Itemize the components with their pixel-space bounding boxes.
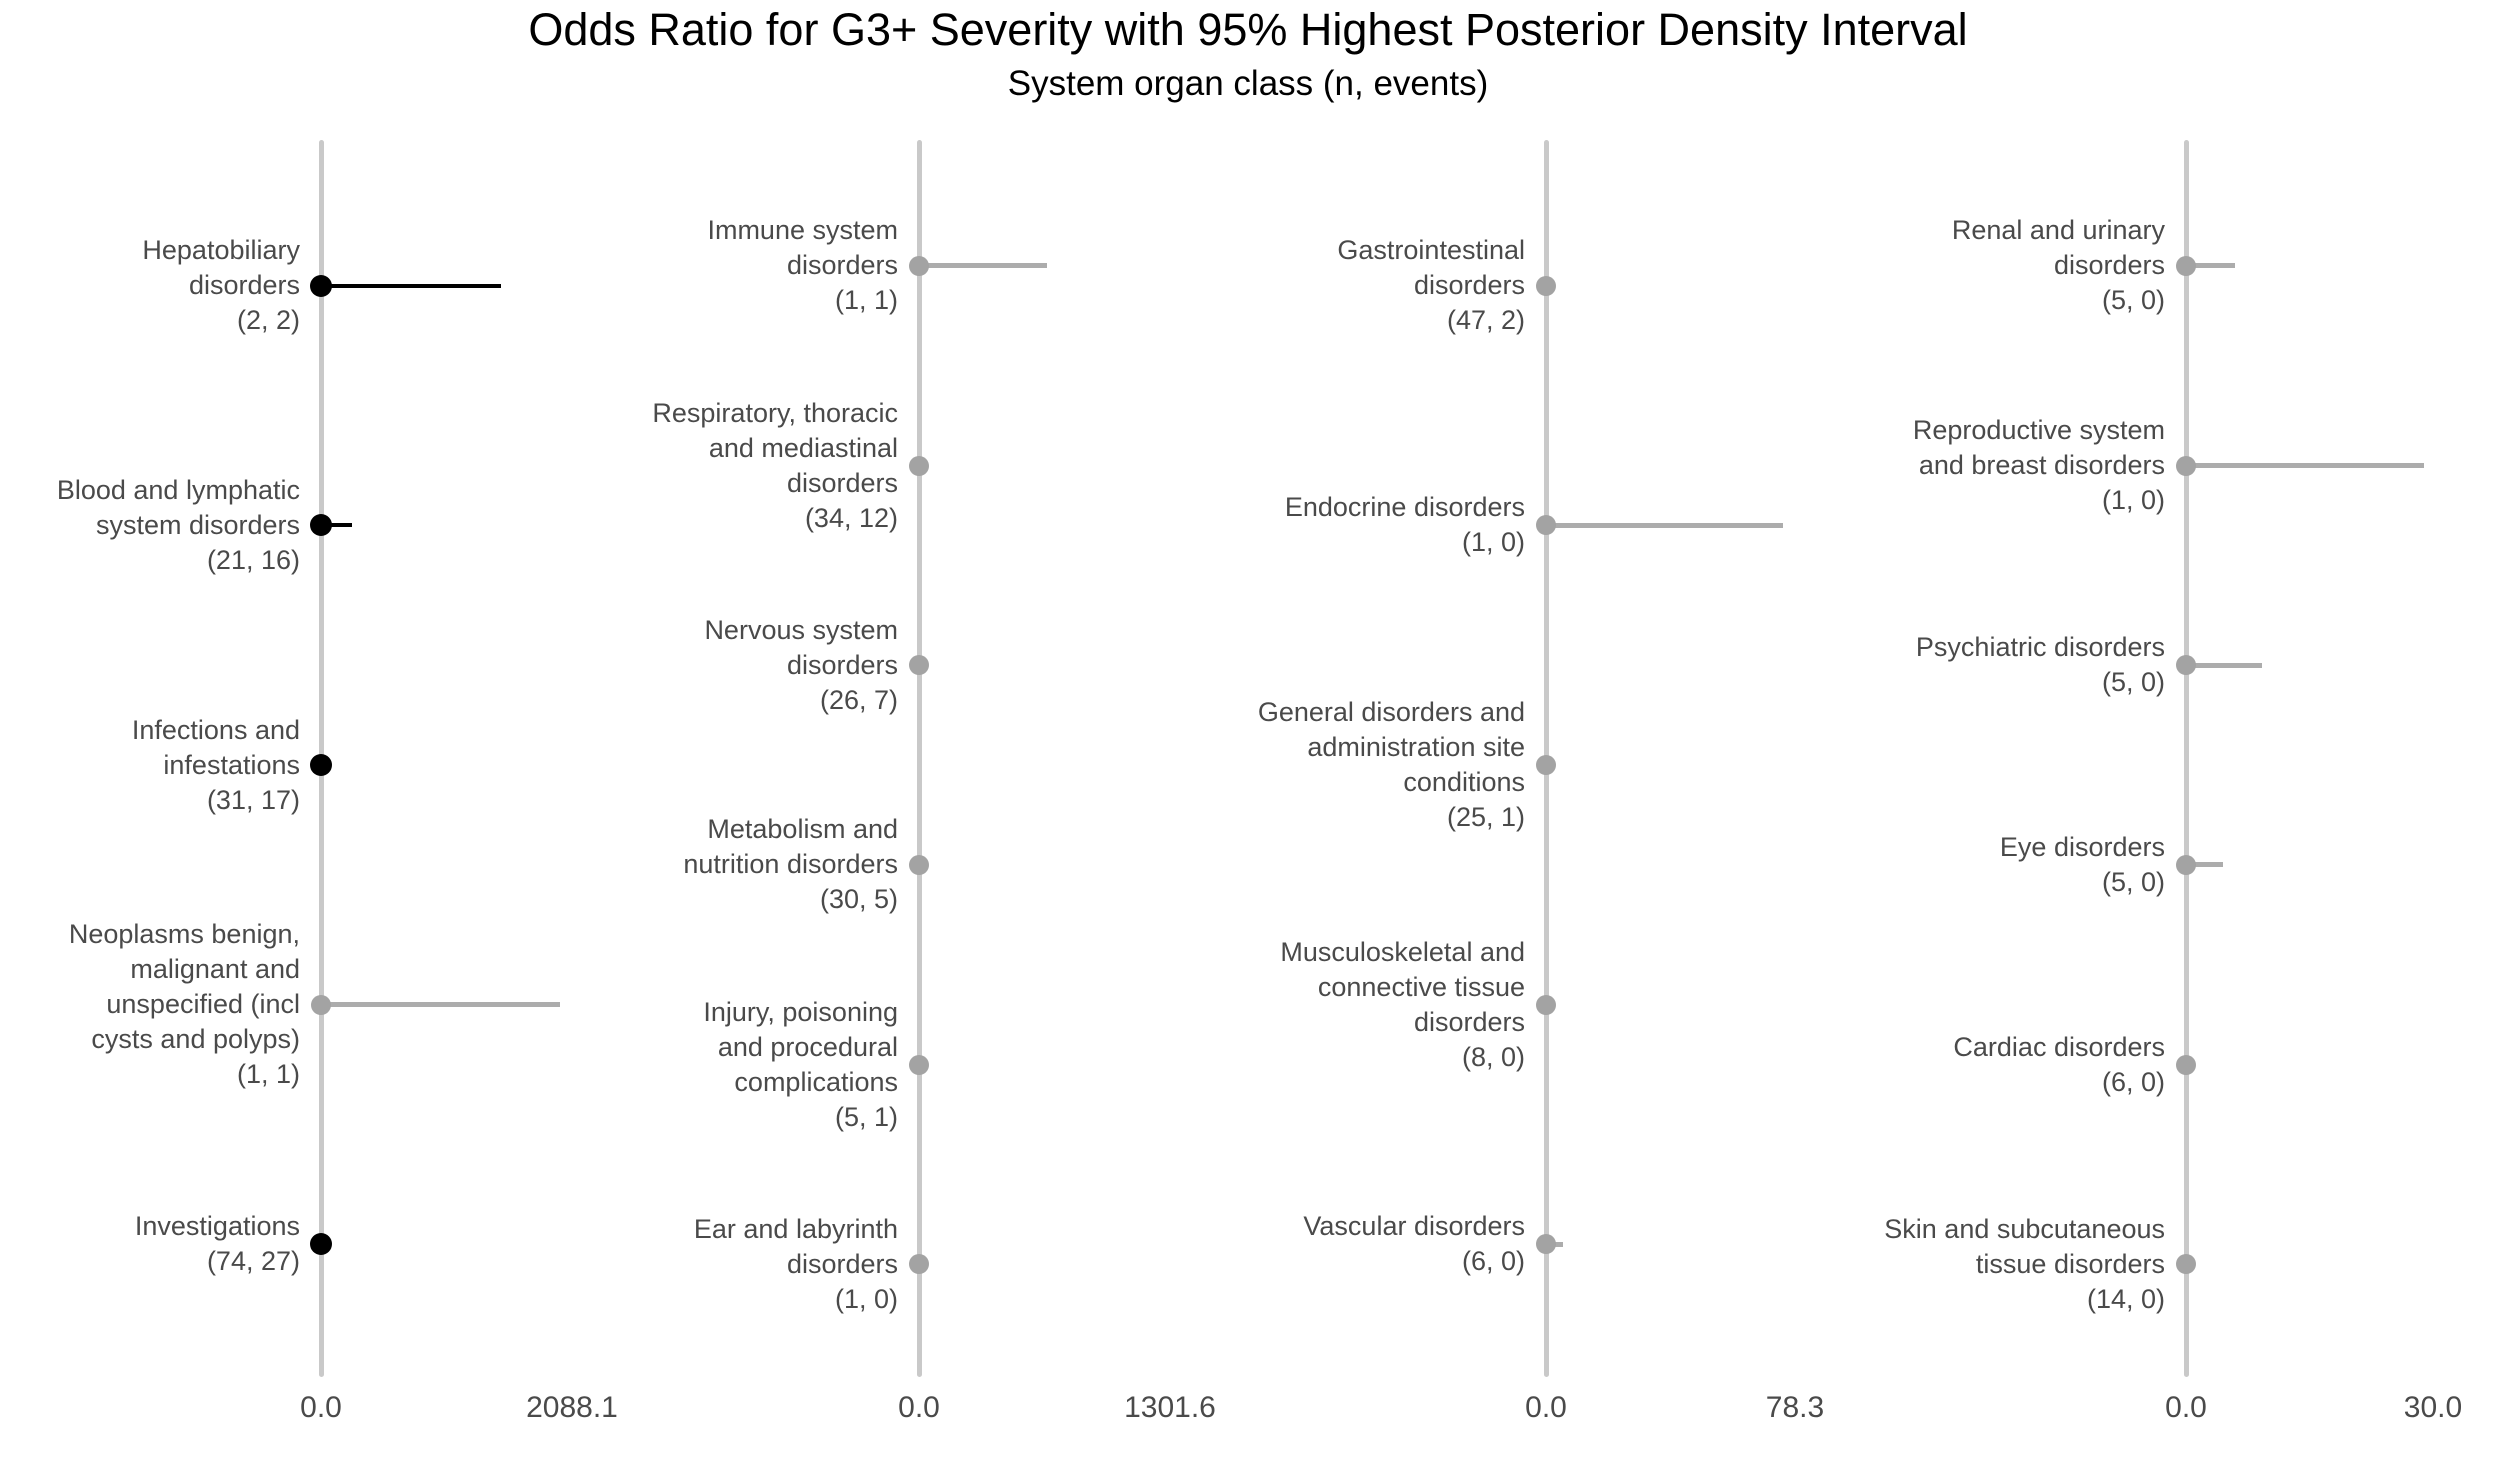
hpd-interval-line (321, 523, 352, 528)
axis-tick-label-zero: 0.0 (1525, 1391, 1567, 1424)
soc-label: Psychiatric disorders (5, 0) (1915, 632, 2165, 698)
soc-label: Neoplasms benign, malignant and unspecifie… (68, 919, 300, 1090)
soc-label: Ear and labyrinth disorders (1, 0) (693, 1213, 898, 1314)
odds-ratio-point (909, 854, 929, 875)
axis-tick-label-max: 1301.6 (1124, 1391, 1216, 1424)
odds-ratio-point (1536, 755, 1556, 775)
soc-label: Musculoskeletal and connective tissue diso… (1280, 936, 1525, 1072)
odds-ratio-point (1536, 275, 1556, 296)
hpd-interval-line (321, 1002, 560, 1008)
odds-ratio-point (909, 1254, 929, 1275)
soc-label: Vascular disorders (6, 0) (1303, 1211, 1525, 1277)
axis-tick-label-max: 2088.1 (526, 1391, 618, 1424)
odds-ratio-point (2176, 1054, 2196, 1075)
chart-subtitle: System organ class (n, events) (1007, 64, 1489, 103)
odds-ratio-point (2176, 455, 2196, 476)
soc-label: Eye disorders (5, 0) (1999, 831, 2165, 897)
x-axis-line (2183, 140, 2189, 1377)
soc-label: Immune system disorders (1, 1) (707, 215, 898, 316)
soc-label: Hepatobiliary disorders (2, 2) (142, 235, 300, 336)
odds-ratio-point (2176, 655, 2196, 676)
odds-ratio-point (310, 754, 332, 776)
axis-tick-label-zero: 0.0 (2165, 1391, 2207, 1424)
odds-ratio-point (310, 1233, 332, 1256)
odds-ratio-point (311, 994, 331, 1015)
odds-ratio-point (909, 255, 929, 276)
soc-label: Infections and infestations (31, 17) (131, 714, 300, 815)
axis-tick-label-max: 78.3 (1765, 1391, 1825, 1424)
soc-label: Reproductive system and breast disorders(… (1912, 415, 2165, 515)
soc-label: Blood and lymphatic system disorders (21, … (56, 474, 300, 575)
axis-tick-label-zero: 0.0 (898, 1391, 940, 1424)
soc-label: Nervous system disorders (26, 7) (704, 614, 898, 715)
axis-tick-label-max: 30.0 (2403, 1391, 2463, 1424)
soc-label: Injury, poisoning and procedural complicat… (703, 996, 898, 1132)
odds-ratio-point (1536, 1234, 1556, 1255)
odds-ratio-point (909, 655, 929, 676)
hpd-interval-line (2186, 862, 2224, 868)
hpd-interval-line (1546, 522, 1783, 528)
x-axis-line (916, 140, 922, 1377)
hpd-interval-line (321, 283, 501, 288)
odds-ratio-point (909, 1054, 929, 1075)
odds-ratio-point (1536, 994, 1556, 1015)
soc-label: Metabolism and nutrition disorders (30, 5) (683, 814, 898, 915)
odds-ratio-point (1536, 515, 1556, 536)
odds-ratio-point (909, 455, 929, 476)
odds-ratio-point (310, 514, 332, 537)
soc-label: Gastrointestinal disorders (47, 2) (1337, 235, 1525, 336)
hpd-interval-line (2186, 662, 2262, 668)
soc-label: Cardiac disorders (6, 0) (1953, 1031, 2165, 1097)
soc-label: Investigations (74, 27) (134, 1211, 300, 1277)
soc-label: General disorders and administration site… (1257, 697, 1525, 832)
hpd-interval-line (2186, 263, 2236, 269)
hpd-interval-line (2186, 463, 2424, 468)
hpd-interval-line (919, 263, 1048, 269)
soc-label: Renal and urinary disorders (5, 0) (1951, 215, 2165, 316)
odds-ratio-point (2176, 1254, 2196, 1275)
axis-tick-label-zero: 0.0 (300, 1391, 342, 1424)
odds-ratio-point (310, 274, 332, 297)
soc-label: Endocrine disorders (1, 0) (1284, 492, 1525, 558)
chart-title: Odds Ratio for G3+ Severity with 95% Hig… (528, 4, 1968, 55)
soc-label: Skin and subcutaneous tissue disorders (14… (1884, 1213, 2165, 1314)
odds-ratio-point (2176, 255, 2196, 276)
odds-ratio-point (2176, 854, 2196, 875)
soc-label: Respiratory, thoracic and mediastinal diso… (652, 397, 898, 533)
